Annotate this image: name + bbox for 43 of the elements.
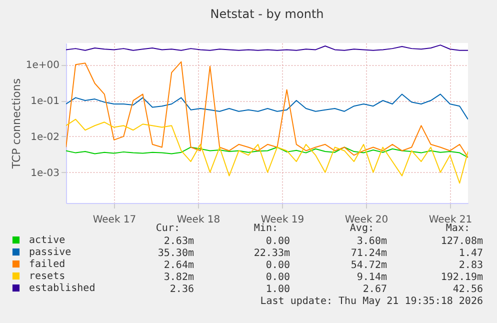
text: Cur: [156, 223, 180, 234]
text: 2.36 [170, 284, 194, 295]
text: 0.00 [266, 260, 290, 271]
line-series [66, 118, 468, 184]
legend-label: established [29, 283, 96, 294]
y-tick-label: 1e+00 [26, 60, 60, 72]
x-tick-label: Week 17 [92, 214, 136, 226]
text: 54.72m [350, 260, 387, 271]
text: 192.19m [440, 272, 483, 283]
x-tick-label: Week 19 [260, 214, 304, 226]
text: 2.63m [164, 236, 194, 247]
legend-label: resets [29, 271, 66, 282]
line-series [66, 146, 468, 158]
text: 0.00 [266, 236, 290, 247]
text: 22.33m [254, 248, 290, 259]
text: 127.08m [440, 236, 483, 247]
chart-title: Netstat - by month [210, 7, 324, 21]
text: 3.82m [164, 272, 194, 283]
y-tick-label: 1e-01 [30, 96, 60, 108]
line-series [66, 94, 468, 120]
text: 1.00 [266, 284, 290, 295]
text: Min: [254, 223, 278, 234]
text: 0.00 [266, 272, 290, 283]
line-series [66, 61, 468, 158]
text: 2.67 [362, 284, 387, 295]
legend-label: passive [29, 247, 72, 258]
y-tick-label: 1e-03 [30, 168, 60, 179]
text: 1.47 [458, 248, 483, 259]
text: 2.64m [164, 260, 194, 271]
text: Last update: Thu May 21 19:35:18 2026 [260, 296, 483, 307]
legend-label: active [29, 235, 66, 246]
text: 35.30m [158, 248, 194, 259]
y-tick-label: 1e-02 [30, 132, 60, 143]
text: 71.24m [350, 248, 387, 259]
text: 42.56 [452, 284, 483, 295]
y-axis-title: TCP connections [10, 78, 23, 170]
text: 3.60m [356, 236, 387, 247]
legend-label: failed [29, 259, 66, 270]
text: Max: [446, 223, 470, 234]
text: Avg: [350, 223, 374, 234]
text: 9.14m [356, 272, 387, 283]
text: 2.83 [458, 260, 483, 271]
x-tick-label: Week 18 [176, 214, 220, 226]
